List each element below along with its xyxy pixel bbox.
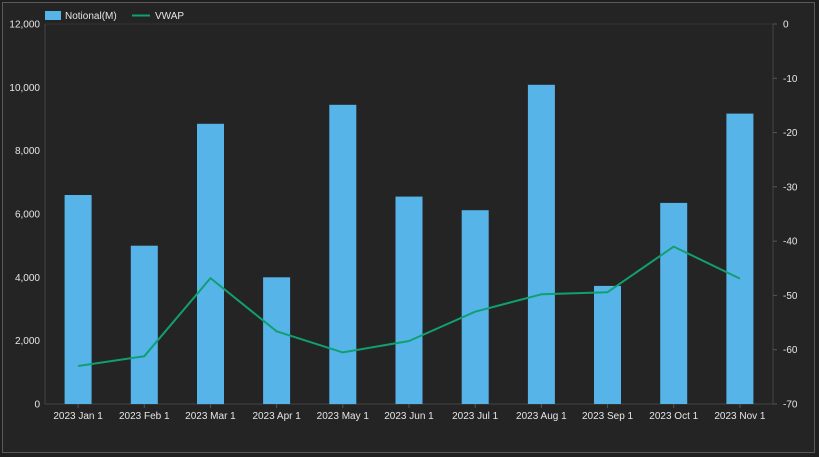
x-tick-label-3: 2023 Apr 1 (252, 411, 301, 422)
bar-5 (395, 196, 423, 404)
bar-8 (594, 285, 621, 404)
bar-6 (461, 210, 489, 404)
x-tick-label-0: 2023 Jan 1 (53, 411, 103, 422)
legend-label-notional: Notional(M) (65, 11, 117, 22)
right-axis-ticks: 0 -10 -20 -30 -40 -50 -60 -70 (773, 20, 798, 411)
x-tick-label-7: 2023 Aug 1 (516, 411, 567, 422)
x-tick-label-1: 2023 Feb 1 (119, 411, 170, 422)
legend-label-vwap: VWAP (155, 11, 184, 22)
bar-7 (527, 84, 555, 405)
bar-0 (64, 195, 92, 404)
x-tick-label-6: 2023 Jul 1 (452, 411, 499, 422)
left-tick-label-0: 0 (34, 400, 40, 411)
legend: Notional(M) VWAP (45, 11, 184, 22)
right-tick-label-6: -60 (783, 345, 798, 356)
left-tick-label-6: 12,000 (9, 20, 40, 31)
x-tick-label-8: 2023 Sep 1 (582, 411, 634, 422)
right-tick-label-5: -50 (783, 291, 798, 302)
bar-4 (329, 104, 357, 405)
x-tick-label-10: 2023 Nov 1 (714, 411, 766, 422)
x-axis-ticks: 2023 Jan 1 2023 Feb 1 2023 Mar 1 2023 Apr 1… (53, 404, 766, 422)
left-tick-label-1: 2,000 (15, 336, 40, 347)
right-tick-label-3: -30 (783, 182, 798, 193)
x-tick-label-9: 2023 Oct 1 (649, 411, 698, 422)
left-tick-label-3: 6,000 (15, 210, 40, 221)
bar-1 (130, 245, 158, 404)
legend-swatch-notional (45, 11, 61, 20)
left-axis-ticks: 0 2,000 4,000 6,000 8,000 10,000 12,000 (9, 20, 40, 411)
x-tick-label-4: 2023 May 1 (317, 411, 370, 422)
bar-2 (197, 123, 224, 405)
x-tick-label-5: 2023 Jun 1 (384, 411, 434, 422)
x-tick-label-2: 2023 Mar 1 (185, 411, 236, 422)
bar-series (64, 84, 754, 405)
left-tick-label-5: 10,000 (9, 83, 40, 94)
left-tick-label-4: 8,000 (15, 146, 40, 157)
bar-9 (660, 202, 688, 404)
right-tick-label-7: -70 (783, 400, 798, 411)
line-series (77, 245, 741, 367)
right-tick-label-2: -20 (783, 128, 798, 139)
right-tick-label-1: -10 (783, 74, 798, 85)
bar-10 (726, 113, 754, 404)
right-tick-label-0: 0 (783, 20, 789, 31)
right-tick-label-4: -40 (783, 237, 798, 248)
left-tick-label-2: 4,000 (15, 273, 40, 284)
bar-3 (263, 277, 291, 404)
